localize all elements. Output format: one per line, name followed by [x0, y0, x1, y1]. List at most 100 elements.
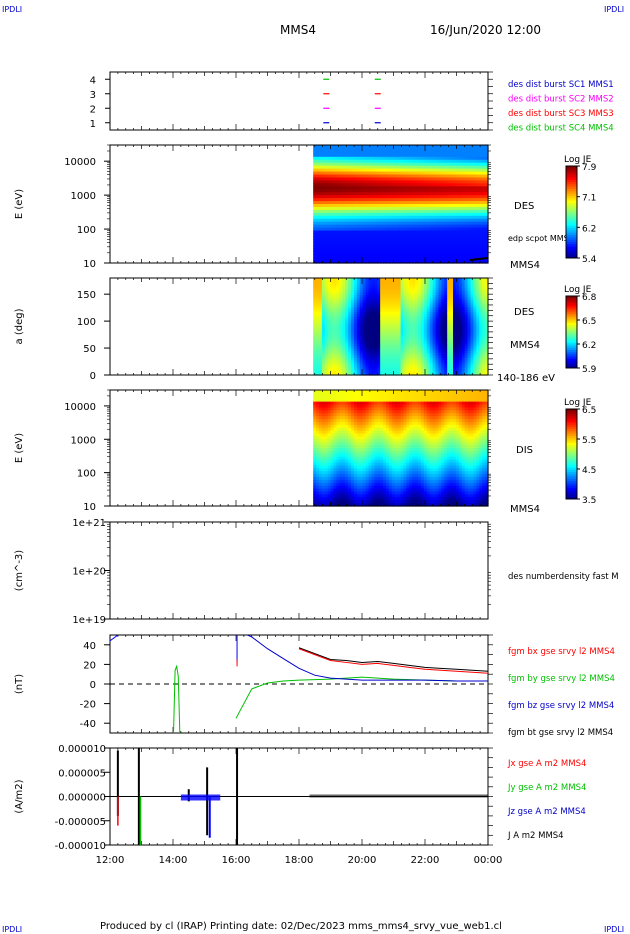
heatmap-cell — [476, 212, 480, 217]
heatmap-cell — [327, 153, 332, 158]
heatmap-cell — [418, 278, 422, 282]
heatmap-cell — [426, 353, 431, 357]
heatmap-cell — [397, 304, 402, 308]
heatmap-cell — [485, 209, 489, 214]
heatmap-cell — [374, 328, 378, 332]
heatmap-cell — [450, 299, 454, 303]
heatmap-cell — [412, 168, 416, 173]
heatmap-cell — [420, 341, 425, 345]
heatmap-cell — [351, 302, 355, 306]
heatmap-cell — [330, 282, 335, 286]
heatmap-cell — [336, 221, 340, 226]
heatmap-cell — [397, 311, 402, 315]
heatmap-cell — [342, 285, 346, 289]
heatmap-cell — [359, 353, 364, 357]
heatmap-cell — [377, 350, 381, 354]
heatmap-cell — [386, 353, 390, 357]
heatmap-cell — [386, 224, 390, 229]
heatmap-cell — [418, 302, 422, 306]
heatmap-cell — [365, 192, 370, 196]
heatmap-cell — [479, 192, 483, 196]
heatmap-cell — [319, 314, 323, 318]
heatmap-cell — [374, 314, 378, 318]
heatmap-cell — [321, 239, 326, 243]
heatmap-cell — [450, 302, 454, 306]
heatmap-cell — [371, 212, 375, 217]
heatmap-cell — [324, 192, 329, 196]
heatmap-cell — [415, 304, 419, 308]
heatmap-cell — [386, 242, 390, 246]
heatmap-cell — [464, 365, 469, 369]
heatmap-cell — [455, 324, 460, 328]
heatmap-cell — [458, 287, 463, 291]
heatmap-cell — [313, 159, 317, 164]
heatmap-cell — [333, 341, 338, 345]
heatmap-cell — [420, 299, 425, 303]
heatmap-cell — [435, 348, 440, 352]
heatmap-cell — [447, 292, 451, 296]
heatmap-cell — [479, 215, 483, 220]
heatmap-cell — [339, 248, 343, 252]
heatmap-cell — [386, 150, 390, 155]
heatmap-cell — [435, 292, 440, 296]
heatmap-cell — [351, 319, 355, 323]
heatmap-cell — [412, 195, 416, 199]
heatmap-cell — [336, 254, 340, 258]
heatmap-cell — [324, 168, 329, 173]
heatmap-cell — [423, 355, 428, 359]
heatmap-cell — [353, 290, 358, 294]
heatmap-cell — [330, 177, 335, 181]
heatmap-cell — [336, 248, 340, 252]
heatmap-cell — [409, 299, 413, 303]
heatmap-cell — [362, 280, 367, 284]
heatmap-cell — [403, 309, 408, 313]
heatmap-cell — [380, 358, 384, 362]
heatmap-cell — [353, 321, 358, 325]
heatmap-cell — [359, 321, 364, 325]
heatmap-cell — [455, 365, 460, 369]
heatmap-cell — [316, 326, 320, 330]
heatmap-cell — [482, 233, 486, 238]
heatmap-cell — [327, 192, 332, 196]
heatmap-cell — [321, 297, 326, 301]
heatmap-cell — [386, 328, 390, 332]
heatmap-cell — [324, 218, 329, 223]
heatmap-cell — [453, 333, 457, 337]
heatmap-cell — [400, 242, 405, 246]
heatmap-cell — [409, 159, 413, 164]
heatmap-cell — [394, 331, 399, 335]
heatmap-cell — [333, 294, 338, 298]
heatmap-cell — [365, 336, 370, 340]
heatmap-cell — [383, 218, 387, 223]
heatmap-cell — [388, 165, 393, 170]
heatmap-cell — [429, 218, 434, 223]
heatmap-cell — [418, 206, 422, 211]
heatmap-cell — [400, 309, 405, 313]
heatmap-cell — [359, 257, 364, 261]
heatmap-cell — [464, 257, 469, 261]
heatmap-cell — [316, 242, 320, 246]
heatmap-cell — [339, 324, 343, 328]
heatmap-cell — [420, 360, 425, 364]
heatmap-cell — [345, 251, 349, 255]
heatmap-cell — [345, 302, 349, 306]
heatmap-cell — [380, 221, 384, 226]
heatmap-cell — [435, 280, 440, 284]
heatmap-cell — [473, 299, 477, 303]
heatmap-cell — [342, 345, 346, 349]
heatmap-cell — [426, 324, 431, 328]
heatmap-cell — [330, 345, 335, 349]
heatmap-cell — [356, 171, 361, 176]
heatmap-cell — [374, 189, 378, 193]
heatmap-cell — [470, 224, 475, 229]
heatmap-cell — [453, 224, 457, 229]
heatmap-cell — [336, 345, 340, 349]
heatmap-cell — [409, 290, 413, 294]
heatmap-cell — [339, 230, 343, 235]
heatmap-cell — [444, 338, 448, 342]
heatmap-cell — [339, 287, 343, 291]
heatmap-cell — [453, 297, 457, 301]
heatmap-cell — [426, 311, 431, 315]
heatmap-cell — [409, 343, 413, 347]
heatmap-cell — [438, 260, 442, 264]
